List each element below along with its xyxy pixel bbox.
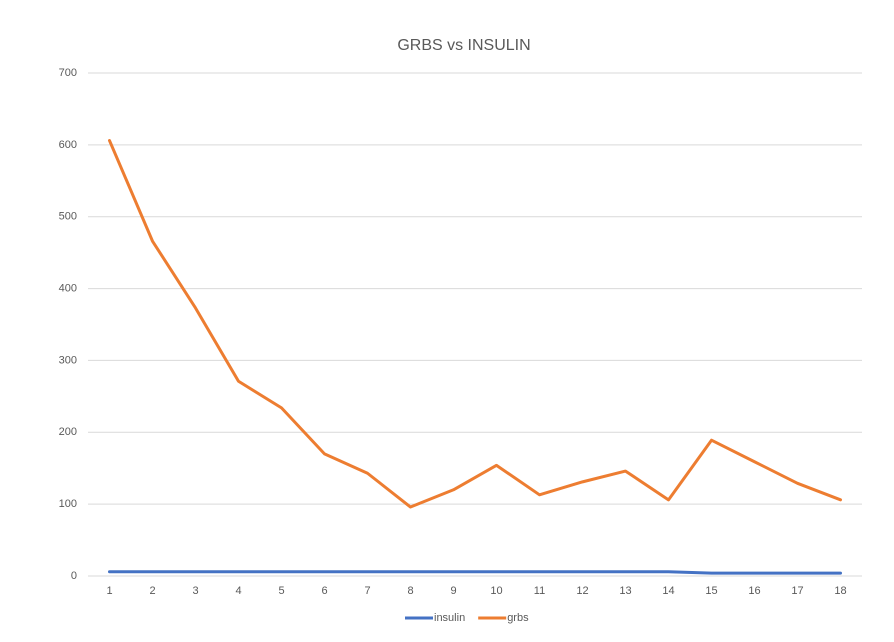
- x-tick-label: 7: [364, 585, 370, 597]
- y-tick-label: 700: [59, 67, 77, 79]
- x-tick-label: 5: [278, 585, 284, 597]
- legend-label: insulin: [434, 612, 465, 624]
- x-tick-label: 10: [490, 585, 502, 597]
- y-tick-label: 400: [59, 282, 77, 294]
- y-tick-label: 500: [59, 211, 77, 223]
- x-tick-label: 18: [834, 585, 846, 597]
- y-tick-label: 100: [59, 498, 77, 510]
- legend-label: grbs: [507, 612, 529, 624]
- x-tick-label: 12: [576, 585, 588, 597]
- y-tick-label: 0: [71, 570, 77, 582]
- chart-title: GRBS vs INSULIN: [397, 37, 530, 54]
- y-tick-label: 200: [59, 426, 77, 438]
- series-line: [108, 570, 842, 575]
- series-line: [108, 139, 842, 509]
- x-tick-label: 2: [149, 585, 155, 597]
- y-tick-label: 300: [59, 354, 77, 366]
- x-tick-label: 16: [748, 585, 760, 597]
- x-tick-label: 1: [106, 585, 112, 597]
- x-tick-label: 17: [791, 585, 803, 597]
- x-tick-label: 15: [705, 585, 717, 597]
- y-tick-label: 600: [59, 139, 77, 151]
- x-tick-label: 3: [192, 585, 198, 597]
- x-tick-label: 8: [407, 585, 413, 597]
- x-tick-label: 4: [235, 585, 241, 597]
- x-tick-label: 13: [619, 585, 631, 597]
- x-tick-label: 9: [450, 585, 456, 597]
- x-tick-label: 11: [534, 585, 545, 597]
- x-tick-label: 14: [662, 585, 674, 597]
- x-tick-label: 6: [321, 585, 327, 597]
